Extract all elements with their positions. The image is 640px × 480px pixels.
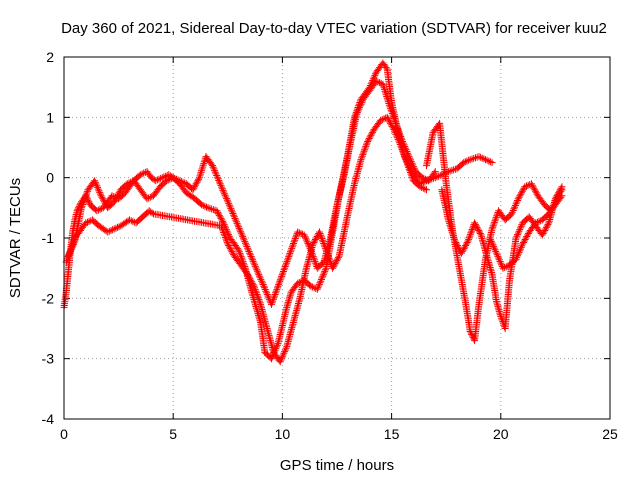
x-tick-label: 15	[384, 426, 400, 442]
series-track-6	[486, 192, 566, 272]
data-point-markers	[438, 183, 566, 332]
y-tick-label: 0	[46, 170, 54, 186]
data-marks	[60, 59, 566, 366]
y-tick-label: -4	[42, 411, 55, 427]
chart-title: Day 360 of 2021, Sidereal Day-to-day VTE…	[61, 20, 607, 37]
axis-ticks: 0 5 10 15 20 25 -4 -3 -2 -1 0 1 2	[42, 49, 618, 442]
x-tick-label: 25	[602, 426, 618, 442]
y-tick-label: 2	[46, 49, 54, 65]
y-tick-label: -2	[42, 290, 55, 306]
x-axis-label: GPS time / hours	[280, 457, 394, 474]
data-point-markers	[64, 77, 439, 308]
series-track-5	[438, 183, 566, 332]
plot-frame	[63, 56, 611, 420]
x-tick-label: 0	[60, 426, 68, 442]
data-point-markers	[486, 192, 566, 272]
y-tick-label: -3	[42, 351, 55, 367]
series-track-2	[62, 113, 430, 366]
x-tick-label: 20	[493, 426, 509, 442]
series-track-1	[60, 59, 496, 363]
data-point-markers	[62, 113, 430, 366]
y-axis-label: SDTVAR / TECUs	[7, 178, 24, 298]
y-tick-label: -1	[42, 230, 55, 246]
y-tick-label: 1	[46, 109, 54, 125]
series-track-3	[64, 77, 439, 308]
x-tick-label: 5	[169, 426, 177, 442]
x-tick-label: 10	[275, 426, 291, 442]
data-point-markers	[60, 59, 496, 363]
grid	[64, 57, 610, 419]
